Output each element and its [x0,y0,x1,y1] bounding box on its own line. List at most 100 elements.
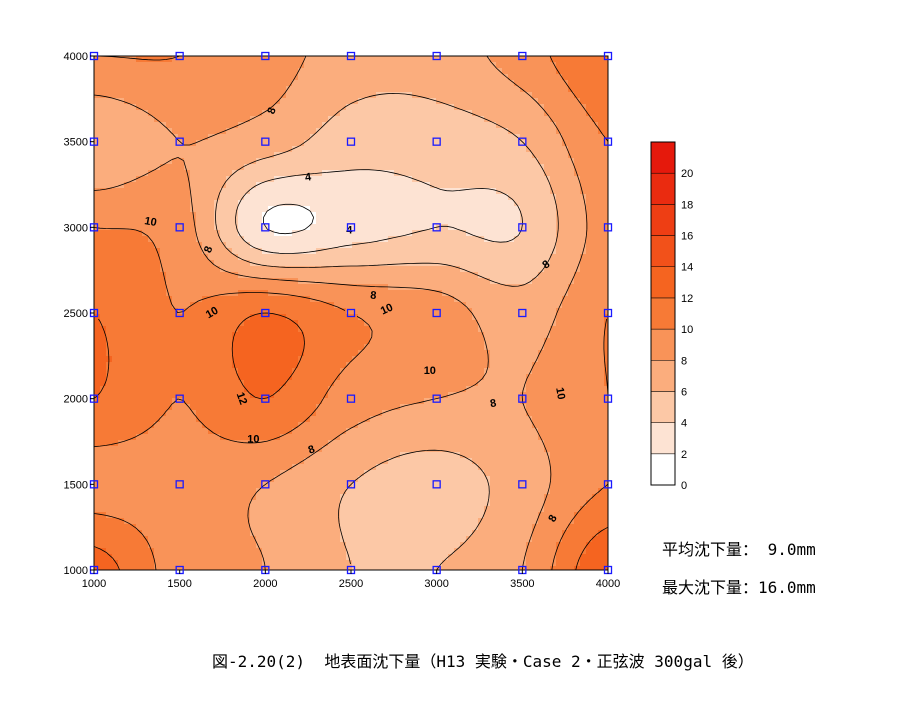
contour-cell [202,194,209,201]
contour-cell [238,356,245,363]
contour-cell [568,362,575,369]
contour-cell [196,182,203,189]
contour-cell [496,272,503,279]
contour-cell [538,296,545,303]
contour-cell [298,128,305,135]
contour-cell [340,164,347,171]
contour-cell [424,230,431,237]
contour-cell [502,320,509,327]
contour-cell [484,218,491,225]
contour-cell [106,350,113,357]
contour-cell [574,398,581,405]
contour-cell [316,128,323,135]
contour-cell [538,212,545,219]
contour-cell [148,254,155,261]
contour-cell [202,176,209,183]
contour-cell [166,140,173,147]
contour-cell [220,212,227,219]
contour-cell [178,134,185,141]
contour-cell [118,302,125,309]
contour-cell [544,206,551,213]
contour-cell [238,188,245,195]
contour-cell [520,152,527,159]
contour-cell [214,188,221,195]
contour-cell [448,170,455,177]
contour-cell [592,308,599,315]
contour-cell [322,230,329,237]
contour-cell [316,284,323,291]
contour-cell [292,158,299,165]
contour-cell [508,248,515,255]
contour-cell [418,62,425,69]
contour-cell [568,110,575,117]
contour-cell [478,176,485,183]
contour-cell [580,314,587,321]
contour-cell [112,320,119,327]
contour-cell [136,260,143,267]
contour-cell [316,152,323,159]
contour-cell [430,380,437,387]
contour-cell [502,254,509,261]
contour-cell [466,320,473,327]
contour-cell [490,92,497,99]
contour-cell [400,278,407,285]
contour-cell [454,284,461,291]
contour-cell [436,182,443,189]
contour-cell [136,392,143,399]
contour-cell [436,188,443,195]
contour-cell [106,398,113,405]
contour-cell [142,350,149,357]
contour-cell [256,206,263,213]
contour-cell [190,74,197,81]
contour-cell [136,176,143,183]
contour-cell [472,374,479,381]
contour-cell [502,314,509,321]
contour-cell [382,158,389,165]
contour-cell [352,152,359,159]
contour-cell [460,380,467,387]
contour-cell [244,380,251,387]
contour-cell [472,272,479,279]
contour-cell [106,296,113,303]
contour-cell [454,290,461,297]
contour-cell [310,116,317,123]
contour-cell [376,320,383,327]
contour-cell [562,278,569,285]
contour-cell [442,218,449,225]
contour-cell [220,314,227,321]
contour-cell [376,194,383,201]
contour-cell [136,68,143,75]
contour-cell [598,380,605,387]
contour-cell [376,152,383,159]
contour-cell [556,386,563,393]
contour-cell [454,194,461,201]
contour-cell [136,332,143,339]
contour-cell [136,188,143,195]
contour-cell [538,152,545,159]
contour-cell [184,236,191,243]
contour-cell [292,332,299,339]
contour-cell [208,218,215,225]
contour-cell [544,362,551,369]
contour-cell [334,266,341,273]
contour-cell [598,266,605,273]
contour-cell [496,260,503,267]
contour-cell [466,170,473,177]
contour-cell [412,248,419,255]
contour-cell [400,374,407,381]
contour-cell [130,236,137,243]
contour-cell [244,398,251,405]
contour-cell [412,236,419,243]
contour-cell [604,248,608,255]
contour-cell [94,176,101,183]
contour-cell [484,182,491,189]
contour-cell [274,314,281,321]
contour-cell [490,332,497,339]
contour-cell [148,74,155,81]
contour-cell [604,356,608,363]
contour-cell [394,308,401,315]
contour-cell [232,284,239,291]
contour-cell [112,176,119,183]
contour-cell [286,104,293,111]
contour-cell [550,56,557,63]
